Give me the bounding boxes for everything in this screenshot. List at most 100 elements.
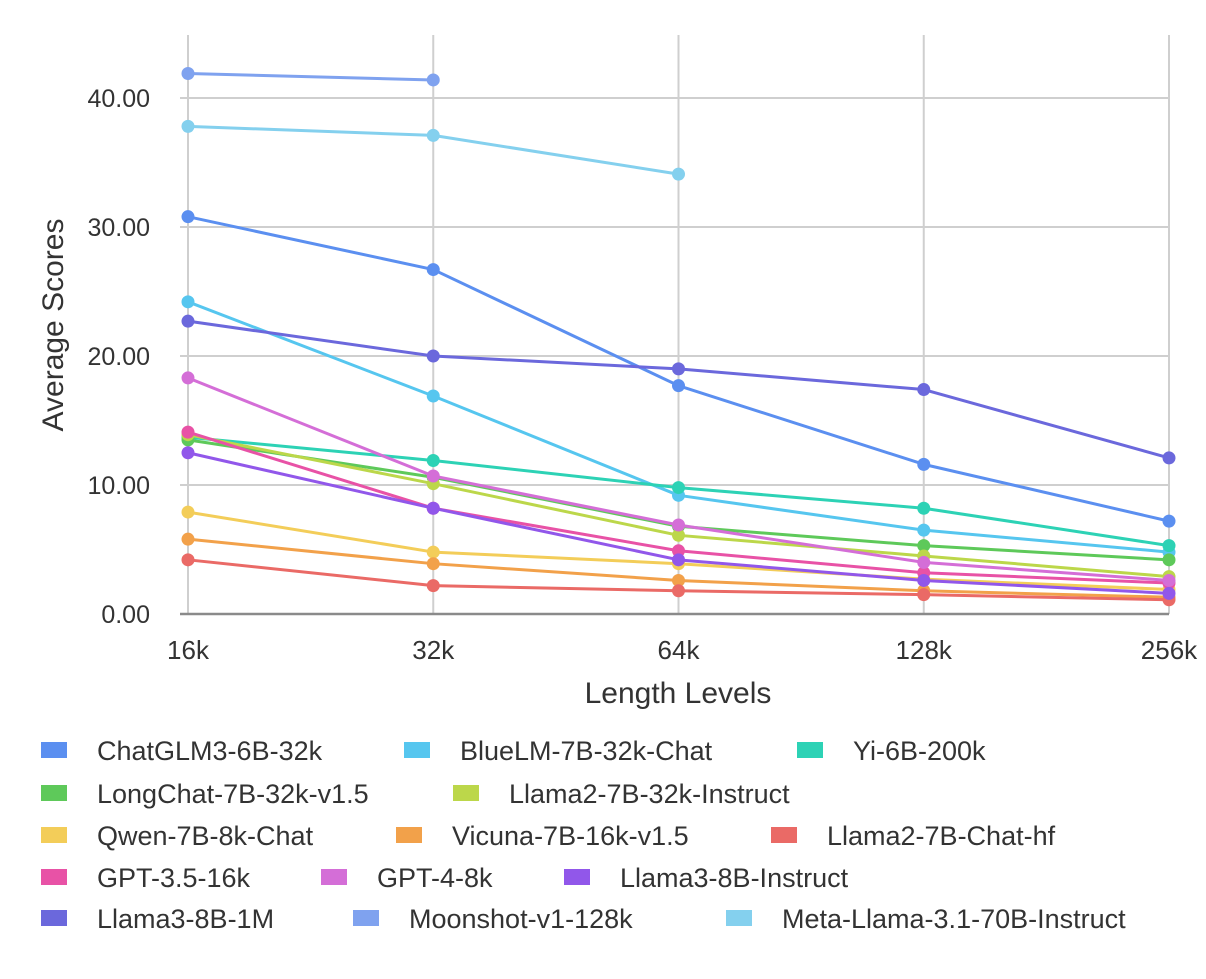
legend-label: GPT-3.5-16k xyxy=(97,863,251,893)
legend-label: Moonshot-v1-128k xyxy=(409,904,633,934)
legend-swatch xyxy=(402,740,432,760)
legend-label: Yi-6B-200k xyxy=(853,736,986,766)
data-point xyxy=(426,469,440,483)
legend-item[interactable]: Yi-6B-200k xyxy=(795,736,986,766)
series-meta-llama-3-1-70b-instruct xyxy=(181,119,685,181)
legend-swatch xyxy=(39,783,69,803)
legend-item[interactable]: Meta-Llama-3.1-70B-Instruct xyxy=(724,904,1126,934)
y-tick-label: 30.00 xyxy=(87,214,150,242)
legend-item[interactable]: GPT-4-8k xyxy=(319,863,493,893)
data-point xyxy=(181,314,195,328)
data-point xyxy=(426,453,440,467)
legend-swatch xyxy=(351,908,381,928)
legend-item[interactable]: Llama2-7B-Chat-hf xyxy=(769,821,1056,851)
legend-swatch xyxy=(394,825,424,845)
x-tick-label: 16k xyxy=(167,635,210,665)
x-tick-label: 32k xyxy=(412,635,455,665)
data-point xyxy=(426,545,440,559)
legend-item[interactable]: BlueLM-7B-32k-Chat xyxy=(402,736,713,766)
series-llama3-8b-instruct xyxy=(181,446,1176,600)
y-tick-label: 0.00 xyxy=(101,601,150,629)
legend-item[interactable]: Vicuna-7B-16k-v1.5 xyxy=(394,821,689,851)
legend-swatch xyxy=(562,867,592,887)
data-point xyxy=(181,119,195,133)
data-point xyxy=(672,528,685,542)
legend-item[interactable]: LongChat-7B-32k-v1.5 xyxy=(39,779,369,809)
series-gpt-4-8k xyxy=(181,371,1176,587)
data-point xyxy=(181,505,195,519)
legend-item[interactable]: Llama3-8B-1M xyxy=(39,904,274,934)
data-point xyxy=(1162,539,1176,553)
data-point xyxy=(672,573,685,587)
series-line xyxy=(187,71,434,82)
data-point xyxy=(917,555,931,569)
legend-label: ChatGLM3-6B-32k xyxy=(97,736,323,766)
legend-swatch xyxy=(769,825,799,845)
series-llama3-8b-1m xyxy=(181,314,1176,465)
legend-swatch xyxy=(39,740,69,760)
data-point xyxy=(917,523,931,537)
legend-label: GPT-4-8k xyxy=(377,863,493,893)
data-point xyxy=(426,557,440,571)
legend-label: Meta-Llama-3.1-70B-Instruct xyxy=(782,904,1126,934)
legend: ChatGLM3-6B-32k BlueLM-7B-32k-Chat Yi-6B-2… xyxy=(39,736,1126,934)
legend-label: Llama3-8B-1M xyxy=(97,904,274,934)
data-point xyxy=(1162,586,1176,600)
data-point xyxy=(672,584,685,598)
legend-item[interactable]: Qwen-7B-8k-Chat xyxy=(39,821,314,851)
legend-item[interactable]: GPT-3.5-16k xyxy=(39,863,251,893)
legend-label: Llama3-8B-Instruct xyxy=(620,863,849,893)
data-point xyxy=(672,362,685,376)
data-point xyxy=(1162,514,1176,528)
x-tick-label: 256k xyxy=(1141,635,1198,665)
legend-label: Qwen-7B-8k-Chat xyxy=(97,821,314,851)
data-point xyxy=(181,425,195,439)
data-point xyxy=(917,573,931,587)
legend-item[interactable]: Moonshot-v1-128k xyxy=(351,904,633,934)
legend-label: Vicuna-7B-16k-v1.5 xyxy=(452,821,689,851)
data-point xyxy=(917,501,931,515)
data-point xyxy=(426,349,440,363)
data-point xyxy=(1162,573,1176,587)
legend-swatch xyxy=(39,825,69,845)
y-tick-label: 10.00 xyxy=(87,472,150,500)
legend-item[interactable]: Llama3-8B-Instruct xyxy=(562,863,849,893)
data-point xyxy=(1162,553,1176,567)
tick-labels: 0.00 10.00 20.00 30.00 40.00 16k 32k 64k 128k 256… xyxy=(87,85,1198,665)
data-point xyxy=(426,73,440,87)
data-point xyxy=(1162,451,1176,465)
data-point xyxy=(426,389,440,403)
legend-swatch xyxy=(39,867,69,887)
data-point xyxy=(672,553,685,567)
legend-item[interactable]: ChatGLM3-6B-32k xyxy=(39,736,323,766)
data-point xyxy=(426,579,440,593)
data-point xyxy=(181,295,195,309)
data-point xyxy=(181,66,195,80)
data-point xyxy=(181,210,195,224)
data-point xyxy=(672,481,685,495)
data-point xyxy=(917,588,931,602)
legend-swatch xyxy=(319,867,349,887)
data-point xyxy=(426,501,440,515)
legend-label: BlueLM-7B-32k-Chat xyxy=(460,736,713,766)
data-point xyxy=(917,457,931,471)
data-point xyxy=(917,539,931,553)
data-point xyxy=(672,518,685,532)
x-tick-label: 128k xyxy=(896,635,953,665)
y-tick-label: 20.00 xyxy=(87,343,150,371)
legend-item[interactable]: Llama2-7B-32k-Instruct xyxy=(451,779,790,809)
y-axis-title: Average Scores xyxy=(37,219,70,432)
data-point xyxy=(672,544,685,558)
legend-label: Llama2-7B-32k-Instruct xyxy=(509,779,790,809)
legend-swatch xyxy=(39,908,69,928)
data-point xyxy=(181,532,195,546)
data-point xyxy=(181,446,195,460)
data-point xyxy=(426,263,440,277)
data-point xyxy=(426,128,440,142)
series-lines xyxy=(181,66,1176,607)
data-point xyxy=(672,379,685,393)
data-point xyxy=(181,371,195,385)
series-moonshot-v1-128k xyxy=(181,66,440,87)
legend-label: Llama2-7B-Chat-hf xyxy=(827,821,1056,851)
